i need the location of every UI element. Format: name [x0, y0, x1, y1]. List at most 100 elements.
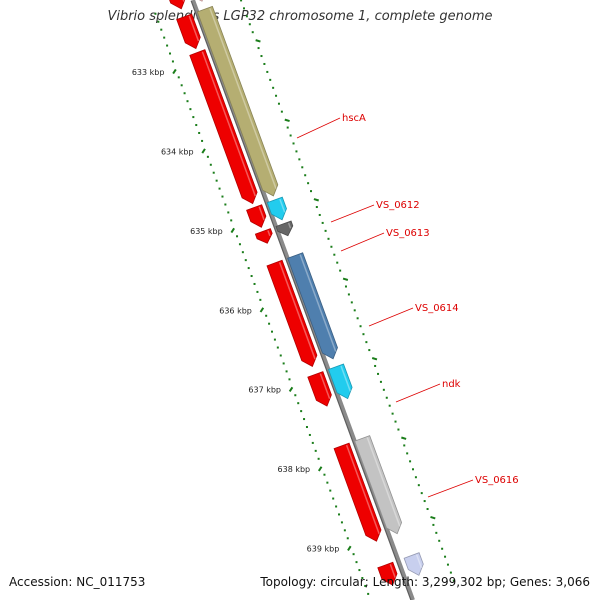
gene-upstream-red[interactable] — [168, 0, 186, 10]
gene-highlight — [278, 262, 316, 360]
minor-tick — [426, 508, 429, 511]
minor-tick — [257, 47, 260, 50]
gene-label-leader — [296, 117, 341, 139]
minor-tick — [391, 412, 394, 415]
minor-tick — [344, 285, 347, 288]
minor-tick — [311, 441, 314, 444]
gene-hscA-olive[interactable] — [196, 5, 279, 197]
minor-tick — [346, 537, 349, 540]
minor-tick — [186, 100, 189, 103]
minor-tick — [329, 489, 332, 492]
minor-tick — [377, 372, 380, 375]
minor-tick — [327, 237, 330, 240]
gene-VS_0614-red[interactable] — [266, 259, 318, 367]
minor-tick — [160, 28, 163, 31]
minor-tick — [300, 410, 303, 413]
kbp-tick-label: 638 kbp — [278, 465, 311, 474]
minor-tick — [332, 497, 335, 500]
minor-tick — [221, 195, 224, 198]
minor-tick — [362, 333, 365, 336]
minor-tick — [347, 293, 350, 296]
minor-tick — [403, 444, 406, 447]
gene-label-VS_0614[interactable]: VS_0614 — [415, 303, 459, 314]
gene-highlight — [366, 437, 401, 527]
minor-tick — [198, 131, 201, 134]
minor-tick — [292, 142, 295, 145]
minor-tick — [218, 187, 221, 190]
gene-VS_0616-lightgray[interactable] — [354, 435, 403, 535]
gene-label-hscA[interactable]: hscA — [342, 113, 366, 124]
gene-label-leader — [395, 383, 441, 403]
gene-hscA-red[interactable] — [189, 49, 258, 205]
minor-tick — [241, 251, 244, 254]
backbone-shadow — [190, 0, 412, 600]
gene-features — [168, 0, 424, 586]
gene-label-ndk[interactable]: ndk — [442, 379, 461, 390]
minor-tick — [335, 505, 338, 508]
gene-hscA-red[interactable] — [176, 13, 201, 50]
minor-tick — [444, 555, 447, 558]
minor-tick — [374, 364, 377, 367]
minor-tick — [177, 76, 180, 79]
minor-tick — [268, 322, 271, 325]
minor-tick — [441, 547, 444, 550]
gene-highlight — [415, 554, 423, 569]
minor-tick — [245, 15, 248, 18]
minor-tick — [242, 7, 245, 10]
minor-tick — [294, 394, 297, 397]
minor-tick — [336, 261, 339, 264]
gene-downstream-red[interactable] — [377, 561, 398, 586]
minor-tick — [263, 62, 266, 65]
minor-tick — [340, 521, 343, 524]
minor-tick — [230, 219, 233, 222]
gene-VS_0613-red[interactable] — [254, 228, 273, 244]
minor-tick — [209, 163, 212, 166]
gene-ndk-cyan[interactable] — [327, 363, 353, 400]
gene-label-VS_0616[interactable]: VS_0616 — [475, 475, 519, 486]
gene-upstream-pink[interactable] — [189, 0, 207, 2]
minor-tick — [297, 402, 300, 405]
accession-value: NC_011753 — [76, 575, 146, 589]
gene-highlight — [319, 373, 331, 400]
minor-tick — [288, 378, 291, 381]
gene-highlight — [267, 230, 271, 237]
minor-tick — [272, 86, 275, 89]
minor-tick — [330, 245, 333, 248]
minor-tick — [236, 235, 239, 238]
major-tick — [284, 118, 290, 123]
minor-tick — [266, 70, 269, 73]
gene-downstream-lavender[interactable] — [403, 552, 424, 576]
gene-VS_0614-steel[interactable] — [287, 252, 338, 360]
gene-highlight — [279, 198, 286, 213]
minor-tick — [298, 158, 301, 161]
minor-tick — [295, 150, 298, 153]
gene-label-VS_0613[interactable]: VS_0613 — [386, 228, 430, 239]
gene-VS_0612-red[interactable] — [246, 204, 267, 228]
gene-VS_0612-cyan[interactable] — [266, 196, 287, 221]
kbp-scale: 633 kbp 634 kbp 635 kbp 636 kbp 637 kbp 638 k… — [132, 0, 455, 595]
gene-label-leader — [427, 479, 474, 498]
major-tick — [288, 386, 294, 393]
minor-tick — [269, 78, 272, 81]
minor-tick — [289, 134, 292, 137]
gene-label-VS_0612[interactable]: VS_0612 — [376, 200, 420, 211]
minor-tick — [154, 12, 157, 15]
minor-tick — [280, 110, 283, 113]
gene-ndk-red[interactable] — [307, 371, 332, 407]
minor-tick — [449, 571, 452, 574]
minor-tick — [206, 155, 209, 158]
minor-tick — [343, 529, 346, 532]
minor-tick — [338, 513, 341, 516]
minor-tick — [279, 354, 282, 357]
major-tick — [430, 516, 436, 520]
minor-tick — [307, 182, 310, 185]
minor-tick — [259, 298, 262, 301]
kbp-tick-label: 635 kbp — [190, 227, 223, 236]
gene-VS_0616-red[interactable] — [333, 442, 382, 542]
minor-tick — [359, 325, 362, 328]
gene-highlight — [345, 444, 380, 535]
minor-tick — [169, 52, 172, 55]
gene-VS_0613-darkgray[interactable] — [275, 220, 294, 237]
